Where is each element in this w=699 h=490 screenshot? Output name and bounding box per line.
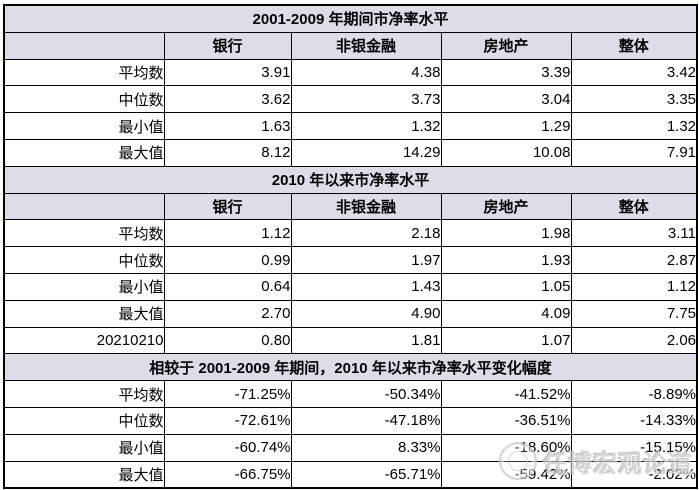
- value-cell: 4.09: [440, 299, 572, 328]
- table-row: 平均数 3.91 4.38 3.39 3.42: [3, 58, 698, 87]
- value-cell: 1.12: [163, 219, 292, 248]
- value-cell: -15.15%: [570, 433, 698, 462]
- table-row: 最大值 2.70 4.90 4.09 7.75: [3, 299, 698, 328]
- section-title: 2010 年以来市净率水平: [3, 165, 698, 194]
- table-row: 最小值 1.63 1.32 1.29 1.32: [3, 112, 698, 140]
- table-row: 最大值 -66.75% -65.71% -59.42% -2.02%: [3, 460, 698, 489]
- value-cell: 1.05: [440, 272, 572, 301]
- column-header: 银行: [163, 31, 292, 60]
- row-label: 中位数: [3, 85, 165, 114]
- row-label: 最大值: [3, 460, 165, 489]
- value-cell: 8.12: [163, 138, 292, 167]
- column-header-row: 银行 非银金融 房地产 整体: [3, 31, 698, 60]
- value-cell: 2.87: [570, 246, 698, 274]
- value-cell: -14.33%: [570, 406, 698, 435]
- value-cell: -72.61%: [163, 406, 292, 435]
- table-row: 中位数 3.62 3.73 3.04 3.35: [3, 85, 698, 114]
- row-label: 平均数: [3, 380, 165, 408]
- value-cell: 2.06: [570, 326, 698, 355]
- column-header: 非银金融: [290, 31, 442, 60]
- value-cell: -2.02%: [570, 460, 698, 489]
- value-cell: -71.25%: [163, 380, 292, 408]
- value-cell: 1.29: [440, 112, 572, 140]
- value-cell: 1.63: [163, 112, 292, 140]
- table-row: 最小值 0.64 1.43 1.05 1.12: [3, 272, 698, 301]
- value-cell: 3.62: [163, 85, 292, 114]
- value-cell: 2.18: [290, 219, 442, 248]
- value-cell: 8.33%: [290, 433, 442, 462]
- value-cell: 3.42: [570, 58, 698, 87]
- value-cell: 1.32: [290, 112, 442, 140]
- value-cell: 1.12: [570, 272, 698, 301]
- value-cell: 2.70: [163, 299, 292, 328]
- column-header: 银行: [163, 192, 292, 221]
- section-header-row: 2010 年以来市净率水平: [3, 165, 698, 194]
- value-cell: -50.34%: [290, 380, 442, 408]
- value-cell: 1.81: [290, 326, 442, 355]
- table-row: 平均数 1.12 2.18 1.98 3.11: [3, 219, 698, 248]
- row-label: 最小值: [3, 272, 165, 301]
- table-row: 最小值 -60.74% 8.33% -18.60% -15.15%: [3, 433, 698, 462]
- value-cell: -36.51%: [440, 406, 572, 435]
- value-cell: 3.35: [570, 85, 698, 114]
- value-cell: -47.18%: [290, 406, 442, 435]
- row-label: 平均数: [3, 58, 165, 87]
- section-title: 2001-2009 年期间市净率水平: [3, 4, 698, 33]
- value-cell: 3.11: [570, 219, 698, 248]
- value-cell: 10.08: [440, 138, 572, 167]
- pb-ratio-table: 2001-2009 年期间市净率水平 银行 非银金融 房地产 整体 平均数 3.91 4.38…: [3, 4, 699, 490]
- corner-cell: [3, 192, 165, 221]
- section-title: 相较于 2001-2009 年期间，2010 年以来市净率水平变化幅度: [3, 353, 698, 382]
- value-cell: 1.07: [440, 326, 572, 355]
- column-header: 房地产: [440, 31, 572, 60]
- value-cell: -8.89%: [570, 380, 698, 408]
- value-cell: 1.43: [290, 272, 442, 301]
- value-cell: 7.75: [570, 299, 698, 328]
- value-cell: 3.04: [440, 85, 572, 114]
- pb-table-body: 2001-2009 年期间市净率水平 银行 非银金融 房地产 整体 平均数 3.91 4.38…: [3, 4, 698, 489]
- corner-cell: [3, 31, 165, 60]
- row-label: 最小值: [3, 433, 165, 462]
- row-label: 中位数: [3, 406, 165, 435]
- value-cell: 4.38: [290, 58, 442, 87]
- table-row: 中位数 -72.61% -47.18% -36.51% -14.33%: [3, 406, 698, 435]
- row-label: 中位数: [3, 246, 165, 274]
- column-header-row: 银行 非银金融 房地产 整体: [3, 192, 698, 221]
- value-cell: -60.74%: [163, 433, 292, 462]
- row-label: 平均数: [3, 219, 165, 248]
- value-cell: 1.98: [440, 219, 572, 248]
- value-cell: -65.71%: [290, 460, 442, 489]
- column-header: 整体: [570, 31, 698, 60]
- column-header: 非银金融: [290, 192, 442, 221]
- value-cell: 1.32: [570, 112, 698, 140]
- row-label: 最小值: [3, 112, 165, 140]
- value-cell: 3.39: [440, 58, 572, 87]
- value-cell: 7.91: [570, 138, 698, 167]
- section-header-row: 相较于 2001-2009 年期间，2010 年以来市净率水平变化幅度: [3, 353, 698, 382]
- table-row: 20210210 0.80 1.81 1.07 2.06: [3, 326, 698, 355]
- value-cell: 3.91: [163, 58, 292, 87]
- value-cell: -41.52%: [440, 380, 572, 408]
- value-cell: 0.64: [163, 272, 292, 301]
- table-row: 最大值 8.12 14.29 10.08 7.91: [3, 138, 698, 167]
- value-cell: 3.73: [290, 85, 442, 114]
- column-header: 房地产: [440, 192, 572, 221]
- table-row: 中位数 0.99 1.97 1.93 2.87: [3, 246, 698, 274]
- table-row: 平均数 -71.25% -50.34% -41.52% -8.89%: [3, 380, 698, 408]
- value-cell: -59.42%: [440, 460, 572, 489]
- value-cell: 4.90: [290, 299, 442, 328]
- row-label: 20210210: [3, 326, 165, 355]
- value-cell: 0.80: [163, 326, 292, 355]
- value-cell: -66.75%: [163, 460, 292, 489]
- value-cell: 14.29: [290, 138, 442, 167]
- value-cell: -18.60%: [440, 433, 572, 462]
- row-label: 最大值: [3, 138, 165, 167]
- column-header: 整体: [570, 192, 698, 221]
- row-label: 最大值: [3, 299, 165, 328]
- section-header-row: 2001-2009 年期间市净率水平: [3, 4, 698, 33]
- value-cell: 1.93: [440, 246, 572, 274]
- value-cell: 0.99: [163, 246, 292, 274]
- value-cell: 1.97: [290, 246, 442, 274]
